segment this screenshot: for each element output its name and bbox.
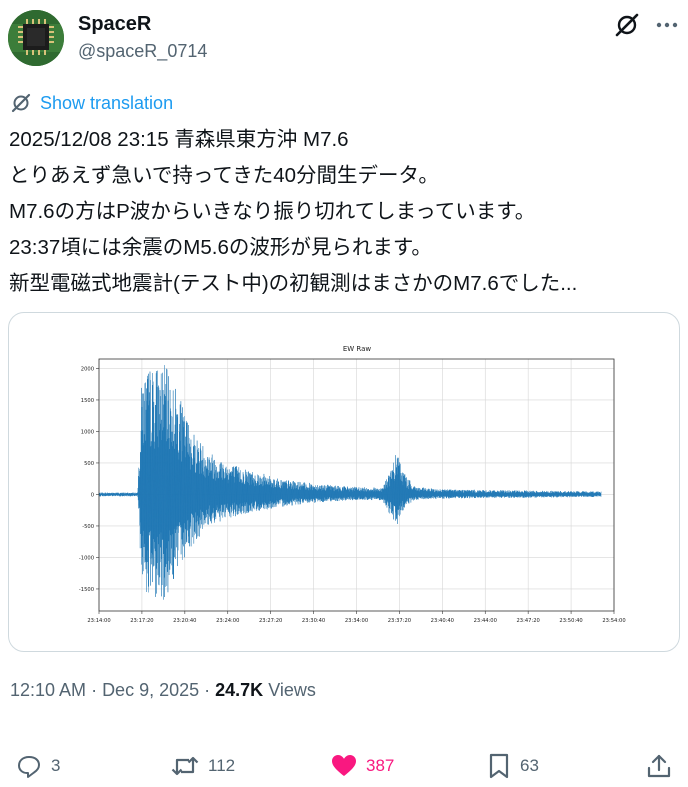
reply-button[interactable]: 3 <box>15 748 60 784</box>
tweet-text: 2025/12/08 23:15 青森県東方沖 M7.6 とりあえず急いで持って… <box>9 128 578 295</box>
views-count: 24.7K <box>215 680 264 700</box>
bookmark-button[interactable]: 63 <box>486 748 539 784</box>
show-translation-link[interactable]: Show translation <box>10 92 173 114</box>
retweet-count: 112 <box>208 756 236 775</box>
chart-trace <box>98 364 602 600</box>
x-tick-label: 23:27:20 <box>259 618 282 624</box>
y-tick-label: 1000 <box>81 429 94 435</box>
reply-icon <box>18 756 40 778</box>
share-button[interactable] <box>646 748 672 784</box>
heart-icon <box>332 755 356 776</box>
author-handle[interactable]: @spaceR_0714 <box>78 41 208 61</box>
x-tick-label: 23:34:00 <box>345 618 368 624</box>
y-tick-label: -1000 <box>79 555 94 561</box>
views-label: Views <box>268 680 316 700</box>
x-tick-label: 23:54:00 <box>602 618 625 624</box>
y-tick-label: 2000 <box>81 366 94 372</box>
like-button[interactable]: 387 <box>330 748 394 784</box>
like-count: 387 <box>366 756 395 775</box>
tweet-meta: 12:10 AM · Dec 9, 2025 · 24.7K Views <box>10 680 316 701</box>
y-tick-label: 0 <box>91 492 94 498</box>
x-tick-label: 23:40:40 <box>431 618 454 624</box>
x-tick-label: 23:24:00 <box>216 618 239 624</box>
x-tick-label: 23:17:20 <box>130 618 153 624</box>
x-tick-label: 23:14:00 <box>87 618 110 624</box>
retweet-button[interactable]: 112 <box>170 748 235 784</box>
tweet-time[interactable]: 12:10 AM <box>10 680 87 700</box>
meta-separator: · <box>204 680 211 700</box>
y-tick-label: 1500 <box>81 398 94 404</box>
more-icon[interactable] <box>654 14 680 36</box>
y-tick-label: -500 <box>82 524 94 530</box>
y-tick-label: 500 <box>84 461 94 467</box>
avatar[interactable] <box>8 10 64 66</box>
tweet-date[interactable]: Dec 9, 2025 <box>102 680 200 700</box>
bookmark-count: 63 <box>520 756 539 775</box>
chart-ticks: 23:14:00 23:17:20 23:20:40 23:24:00 23:27:20… <box>79 366 626 624</box>
grok-icon[interactable] <box>614 12 640 38</box>
show-translation-label: Show translation <box>40 92 174 113</box>
share-icon <box>647 754 671 778</box>
series-line-ew-raw <box>98 364 602 600</box>
meta-separator: · <box>91 680 98 700</box>
x-tick-label: 23:20:40 <box>173 618 196 624</box>
retweet-icon <box>171 756 199 776</box>
x-tick-label: 23:50:40 <box>559 618 582 624</box>
tweet-media-image[interactable]: EW Raw 23:14:00 23:17:20 23:20:40 23:24:00 2… <box>8 312 680 652</box>
x-tick-label: 23:30:40 <box>302 618 325 624</box>
x-tick-label: 23:44:00 <box>474 618 497 624</box>
seismograph-chart: EW Raw 23:14:00 23:17:20 23:20:40 23:24:00 2… <box>79 345 626 624</box>
author-name[interactable]: SpaceR <box>78 13 152 35</box>
chart-title: EW Raw <box>343 345 372 353</box>
reply-count: 3 <box>51 756 61 775</box>
x-tick-label: 23:47:20 <box>517 618 540 624</box>
bookmark-icon <box>489 753 509 779</box>
translate-icon <box>11 93 31 113</box>
tweet-actions: 3 112 387 63 <box>0 748 688 784</box>
avatar-image <box>8 10 64 66</box>
x-tick-label: 23:37:20 <box>388 618 411 624</box>
y-tick-label: -1500 <box>79 587 94 593</box>
